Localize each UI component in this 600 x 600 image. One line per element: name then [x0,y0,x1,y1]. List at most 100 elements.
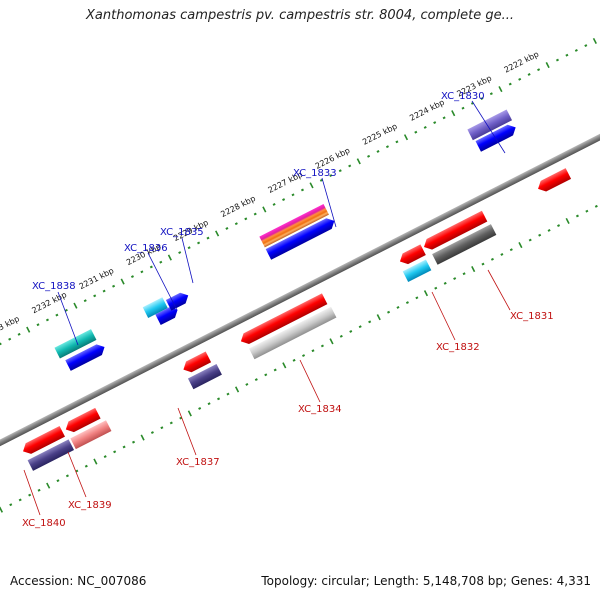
ruler-inner-dash [273,368,277,372]
gene-xc1829-red[interactable] [535,168,572,194]
ruler-outer-dash [376,150,380,153]
ruler-inner-dash [462,272,466,276]
gene-label-xc1830[interactable]: XC_1830 [441,91,485,102]
ruler-outer-dash [112,284,116,288]
ruler-inner-dash [169,421,173,425]
ruler-label-2225: 2225 kbp [361,122,399,147]
gene-xc1840-red[interactable] [20,425,65,457]
gene-xc1837-red[interactable] [181,351,212,375]
ruler-inner-dash [56,479,60,483]
gene-label-xc1833[interactable]: XC_1833 [293,168,337,179]
gene-label-xc1837[interactable]: XC_1837 [176,457,220,468]
ruler-outer-dash [329,174,333,177]
gene-label-xc1836[interactable]: XC_1836 [124,243,168,254]
ruler-inner-dash [358,325,362,329]
ruler-inner-dash [500,253,504,256]
gene-label-xc1838[interactable]: XC_1838 [32,281,76,292]
ruler-inner-dash [368,320,372,324]
ruler-inner-dash [103,455,107,459]
ruler-outer-dash [574,48,578,52]
ruler-outer-dash [291,193,295,197]
genome-backbone [0,96,600,484]
ruler-outer-dash [206,236,210,240]
ruler-label-2228: 2228 kbp [219,194,257,219]
ruler-inner-dash [376,314,381,321]
ruler-outer-dash [8,337,12,341]
ruler-label-2222: 2222 kbp [503,50,541,75]
ruler-inner-dash [254,378,258,382]
ruler-outer-dash [356,158,361,165]
gene-label-xc1840[interactable]: XC_1840 [22,518,66,529]
ruler-inner-dash [9,503,13,507]
ruler-inner-dash [217,397,221,401]
ruler-outer-dash [367,154,371,158]
gene-label-xc1839[interactable]: XC_1839 [68,500,112,511]
accession-text: Accession: NC_007086 [10,574,147,588]
ruler-label-2232: 2232 kbp [30,290,68,315]
ruler-inner-dash [207,402,211,406]
ruler-outer-dash [262,206,267,213]
ruler-outer-dash [149,265,153,269]
gene-xc1835-b[interactable] [165,290,191,311]
gene-xc1830-purple[interactable] [467,109,513,141]
gene-label-xc1834[interactable]: XC_1834 [298,404,342,415]
gene-xc1833-blue[interactable] [265,216,337,260]
gene-xc1840-navy[interactable] [27,439,75,471]
ruler-outer-dash [442,116,446,120]
ruler-outer-dash [187,246,191,250]
ruler-inner-dash [443,281,447,285]
ruler-outer-dash [584,44,588,48]
ruler-outer-dash [545,62,550,69]
ruler-inner-dash [538,233,542,237]
gene-xc1834-red[interactable] [238,293,328,346]
ruler-outer-dash [45,318,49,322]
ruler-outer-dash [83,299,87,303]
gene-xc1832-cyan[interactable] [402,259,432,283]
gene-xc1831-gray[interactable] [432,224,497,265]
ruler-outer-dash [555,58,559,62]
gene-xc1839-pink[interactable] [70,420,112,450]
ruler-inner-dash [198,407,202,410]
ruler-outer-dash [451,110,456,117]
gene-xc1832-red[interactable] [397,244,426,266]
ruler-inner-dash [311,349,315,353]
ruler-inner-dash [423,290,429,297]
gene-xc1837-navy[interactable] [187,363,222,390]
ruler-outer-dash [518,77,522,81]
ruler-inner-dash [471,266,476,273]
gene-xc1834-gray[interactable] [249,306,337,360]
ruler-outer-dash [480,97,484,100]
ruler-inner [0,204,598,513]
ruler-outer-dash [498,86,503,93]
gene-xc1839-red[interactable] [63,407,101,435]
gene-xc1838-blue[interactable] [65,342,107,371]
gene-label-xc1835[interactable]: XC_1835 [160,227,204,238]
gene-xc1838-teal[interactable] [54,329,97,359]
gene-label-xc1832[interactable]: XC_1832 [436,342,480,353]
ruler-inner-dash [18,498,22,502]
ruler-outer-dash [592,37,597,45]
gene-xc1833-stripe[interactable] [259,203,329,248]
ruler-outer-dash [102,289,106,293]
ruler-outer-dash [93,294,97,298]
ruler-outer-dash [36,323,40,327]
ruler-inner-dash [226,392,230,396]
ruler-outer-dash [140,270,144,274]
ruler-inner-dash [93,458,98,465]
ruler-inner-dash [292,358,296,362]
gene-label-xc1831[interactable]: XC_1831 [510,311,554,322]
ruler-outer-dash [17,332,21,336]
ruler-inner-dash [547,228,551,232]
ruler-inner-dash [245,382,249,386]
ruler-outer-dash [215,230,220,237]
gene-xc1836-cyan[interactable] [142,297,168,318]
ruler-outer-dash [55,313,59,317]
ruler-outer-dash [197,241,201,245]
ruler-inner-dash [453,277,457,280]
gene-xc1831-red[interactable] [421,210,488,253]
gene-xc1835-a[interactable] [155,304,180,326]
ruler-outer-dash [167,254,172,261]
ruler-outer-dash [130,275,134,279]
ruler-outer-dash [348,164,352,168]
ruler-outer-dash [73,302,78,309]
